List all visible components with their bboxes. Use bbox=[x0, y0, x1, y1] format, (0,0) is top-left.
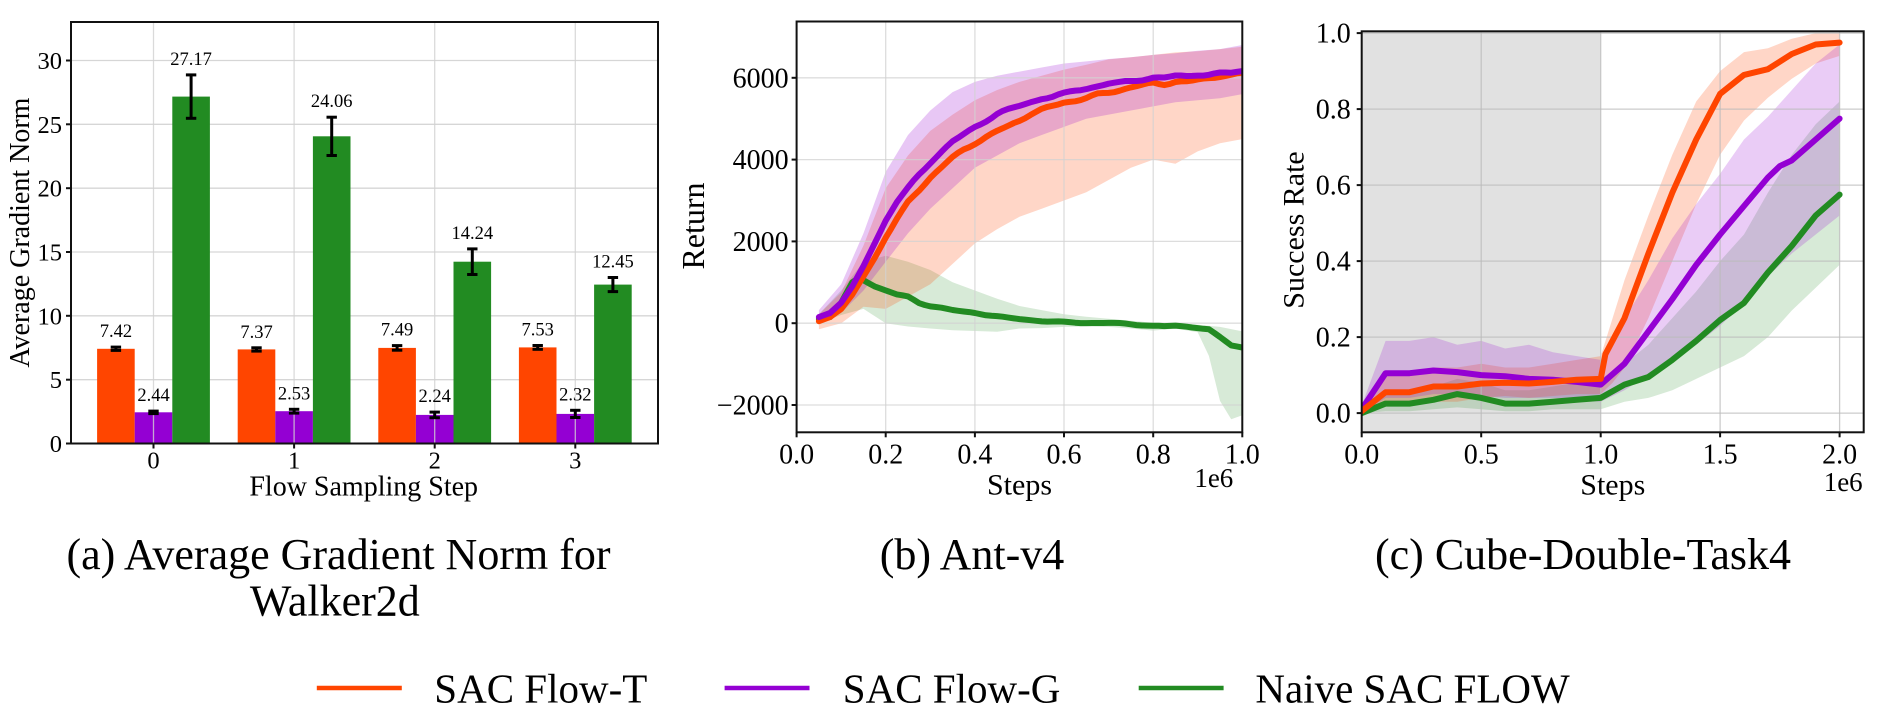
svg-text:0: 0 bbox=[147, 448, 159, 475]
svg-text:Walker2d: Walker2d bbox=[250, 577, 420, 626]
svg-text:2.53: 2.53 bbox=[278, 384, 310, 404]
svg-text:10: 10 bbox=[38, 303, 63, 330]
svg-text:1: 1 bbox=[288, 448, 300, 475]
svg-text:0: 0 bbox=[50, 431, 62, 458]
svg-text:3: 3 bbox=[569, 448, 581, 475]
svg-text:0: 0 bbox=[775, 309, 789, 340]
svg-text:Flow Sampling Step: Flow Sampling Step bbox=[249, 472, 478, 503]
svg-text:27.17: 27.17 bbox=[170, 50, 212, 70]
svg-text:4000: 4000 bbox=[733, 145, 789, 176]
svg-text:0.4: 0.4 bbox=[1316, 247, 1351, 278]
svg-text:14.24: 14.24 bbox=[451, 224, 493, 244]
svg-text:(b) Ant-v4: (b) Ant-v4 bbox=[880, 530, 1065, 579]
svg-text:Steps: Steps bbox=[987, 469, 1052, 502]
svg-text:1.0: 1.0 bbox=[1225, 440, 1260, 471]
svg-text:2: 2 bbox=[429, 448, 441, 475]
svg-text:0.0: 0.0 bbox=[1316, 399, 1351, 430]
svg-text:7.37: 7.37 bbox=[240, 323, 272, 343]
svg-text:0.6: 0.6 bbox=[1316, 171, 1351, 202]
svg-text:0.6: 0.6 bbox=[1047, 440, 1082, 471]
svg-text:1.0: 1.0 bbox=[1583, 440, 1618, 471]
svg-text:(a) Average Gradient Norm for: (a) Average Gradient Norm for bbox=[66, 530, 610, 579]
svg-text:0.2: 0.2 bbox=[1316, 323, 1351, 354]
svg-text:0.2: 0.2 bbox=[868, 440, 903, 471]
svg-text:2.44: 2.44 bbox=[137, 386, 169, 406]
svg-text:Return: Return bbox=[675, 182, 711, 269]
svg-text:7.53: 7.53 bbox=[522, 321, 554, 341]
svg-text:20: 20 bbox=[38, 176, 63, 203]
svg-text:Success Rate: Success Rate bbox=[1278, 151, 1311, 308]
svg-text:0.4: 0.4 bbox=[957, 440, 992, 471]
svg-text:1e6: 1e6 bbox=[1824, 467, 1863, 497]
svg-text:0.0: 0.0 bbox=[1344, 440, 1379, 471]
svg-text:0.8: 0.8 bbox=[1316, 95, 1351, 126]
svg-text:Naive SAC FLOW: Naive SAC FLOW bbox=[1255, 666, 1570, 712]
svg-text:6000: 6000 bbox=[733, 63, 789, 94]
svg-text:Steps: Steps bbox=[1580, 469, 1645, 502]
svg-text:2000: 2000 bbox=[733, 227, 789, 258]
svg-text:24.06: 24.06 bbox=[311, 92, 353, 112]
svg-text:12.45: 12.45 bbox=[592, 253, 634, 273]
svg-text:0.0: 0.0 bbox=[779, 440, 814, 471]
svg-text:Average Gradient Norm: Average Gradient Norm bbox=[5, 97, 36, 367]
svg-text:7.42: 7.42 bbox=[100, 322, 132, 342]
svg-text:SAC Flow-G: SAC Flow-G bbox=[843, 666, 1061, 712]
svg-text:2.32: 2.32 bbox=[559, 385, 591, 405]
svg-text:5: 5 bbox=[50, 367, 62, 394]
svg-text:1.0: 1.0 bbox=[1316, 19, 1351, 50]
svg-text:0.8: 0.8 bbox=[1136, 440, 1171, 471]
svg-text:1e6: 1e6 bbox=[1194, 463, 1233, 493]
svg-text:(c) Cube-Double-Task4: (c) Cube-Double-Task4 bbox=[1375, 530, 1791, 579]
svg-text:15: 15 bbox=[38, 240, 63, 267]
svg-text:25: 25 bbox=[38, 112, 63, 139]
svg-text:2.24: 2.24 bbox=[419, 387, 451, 407]
svg-text:0.5: 0.5 bbox=[1464, 440, 1499, 471]
svg-text:7.49: 7.49 bbox=[381, 321, 413, 341]
svg-text:1.5: 1.5 bbox=[1703, 440, 1738, 471]
svg-text:SAC Flow-T: SAC Flow-T bbox=[434, 666, 647, 712]
svg-text:30: 30 bbox=[38, 48, 63, 75]
svg-text:−2000: −2000 bbox=[717, 391, 789, 422]
svg-text:2.0: 2.0 bbox=[1822, 440, 1857, 471]
